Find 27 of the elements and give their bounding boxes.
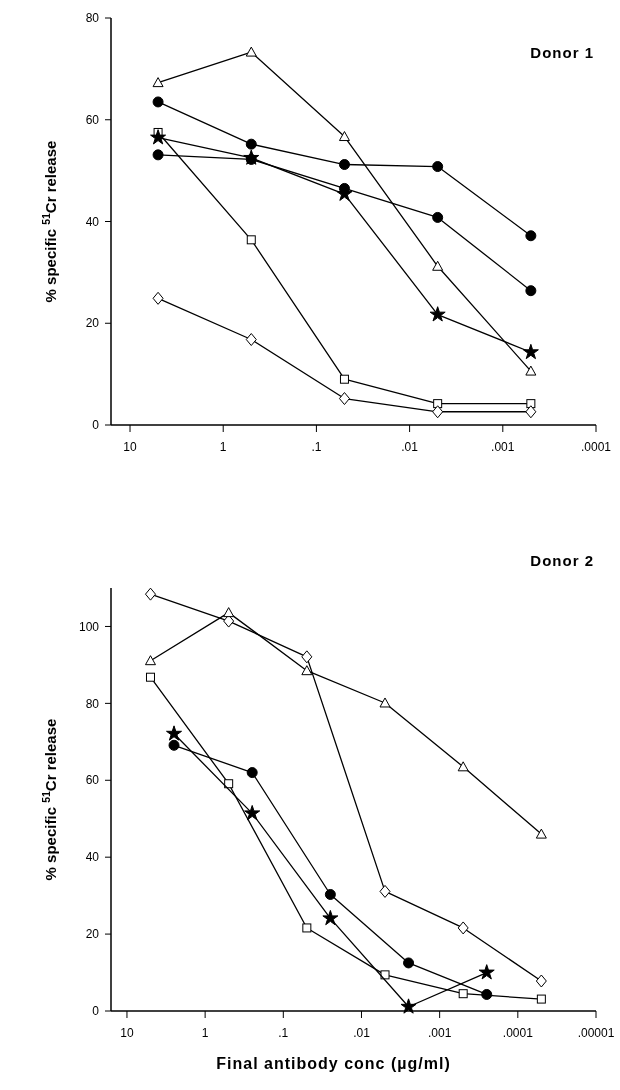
y-tick-label: 60 [85, 773, 100, 788]
x-tick-label: .001 [427, 1026, 452, 1040]
y-tick-label: 0 [92, 1004, 100, 1019]
y-tick-label: 80 [85, 11, 100, 26]
x-tick-label: 1 [201, 1026, 209, 1040]
y-tick-label: 20 [85, 927, 100, 942]
y-tick-label: 20 [85, 316, 100, 331]
chart-title: Donor 2 [530, 552, 594, 569]
x-tick-label: .1 [311, 440, 322, 454]
x-tick-label: 10 [123, 440, 138, 454]
x-tick-label: .0001 [580, 440, 612, 454]
y-tick-label: 40 [85, 214, 100, 229]
x-tick-label: .0001 [502, 1026, 534, 1040]
x-axis-title: Final antibody conc (µg/ml) [216, 1055, 451, 1072]
x-tick-label: 10 [120, 1026, 134, 1040]
text: Donor 1 [530, 44, 594, 61]
y-tick-label: 0 [92, 418, 100, 433]
y-tick-label: 80 [85, 696, 100, 711]
x-tick-label: .001 [491, 440, 515, 454]
x-tick-label: .1 [278, 1026, 289, 1040]
x-tick-label: .01 [401, 440, 419, 454]
x-tick-label: .00001 [577, 1026, 615, 1040]
x-tick-label: .01 [353, 1026, 371, 1040]
y-tick-label: 100 [78, 619, 100, 634]
y-tick-label: 40 [85, 850, 100, 865]
y-tick-label: 60 [85, 112, 100, 127]
x-tick-label: 1 [219, 440, 227, 454]
